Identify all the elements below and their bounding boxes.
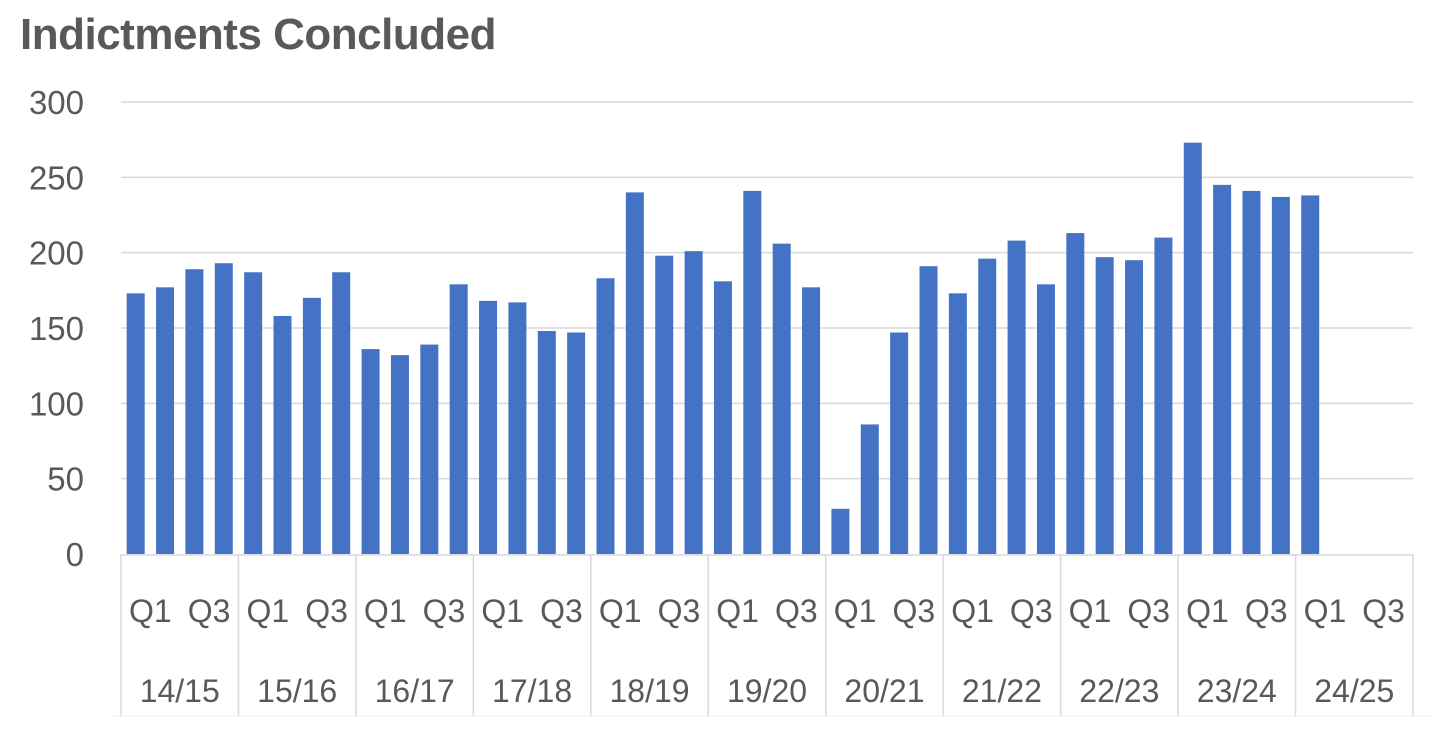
bar <box>420 344 439 554</box>
chart-title: Indictments Concluded <box>20 10 496 59</box>
y-axis-labels: 0 50 100 150 200 250 300 <box>29 84 84 573</box>
x-quarter-label: Q3 <box>658 593 701 629</box>
x-quarter-label: Q1 <box>1304 593 1347 629</box>
bar <box>361 349 380 554</box>
bar <box>978 258 997 554</box>
bar <box>1095 257 1114 554</box>
x-quarter-label: Q3 <box>305 593 348 629</box>
bar <box>1183 142 1202 554</box>
bar <box>1036 284 1055 554</box>
y-tick-label: 250 <box>29 159 84 196</box>
x-quarter-label: Q3 <box>1127 593 1170 629</box>
bar <box>860 424 879 554</box>
bar <box>802 287 821 554</box>
bar <box>684 251 703 554</box>
x-quarter-label: Q3 <box>423 593 466 629</box>
bar <box>479 300 498 554</box>
bar <box>1066 233 1085 554</box>
x-quarter-label: Q1 <box>1186 593 1229 629</box>
x-quarter-label: Q1 <box>129 593 172 629</box>
bar <box>390 355 409 554</box>
x-quarter-label: Q1 <box>599 593 642 629</box>
x-year-label: 15/16 <box>257 673 337 709</box>
x-quarter-label: Q1 <box>951 593 994 629</box>
x-quarter-label: Q1 <box>1069 593 1112 629</box>
x-year-label: 14/15 <box>140 673 220 709</box>
x-quarter-label: Q3 <box>1245 593 1288 629</box>
x-quarter-label: Q1 <box>716 593 759 629</box>
x-quarter-label: Q1 <box>364 593 407 629</box>
bar <box>1125 260 1144 554</box>
x-year-label: 19/20 <box>727 673 807 709</box>
x-year-label: 17/18 <box>492 673 572 709</box>
x-year-label: 23/24 <box>1197 673 1277 709</box>
bar-series <box>126 142 1320 555</box>
bar <box>743 190 762 555</box>
x-axis: Q1 Q3 14/15 Q1 Q3 15/16 Q1 Q3 16/17 Q1 Q3 17/18 Q1 Q3… <box>111 554 1430 717</box>
bar <box>449 284 468 554</box>
bar <box>537 331 556 554</box>
x-year-label: 18/19 <box>610 673 690 709</box>
x-year-label: 20/21 <box>844 673 924 709</box>
bar <box>567 332 586 554</box>
bar <box>244 272 263 554</box>
bar <box>185 269 204 554</box>
bar <box>948 293 967 554</box>
x-year-label: 22/23 <box>1079 673 1159 709</box>
x-quarter-label: Q1 <box>481 593 524 629</box>
bar <box>1271 196 1290 555</box>
bar <box>1213 184 1232 554</box>
bar <box>919 266 938 554</box>
y-tick-label: 50 <box>47 461 84 498</box>
x-quarter-label: Q1 <box>246 593 289 629</box>
bar <box>214 263 233 554</box>
bar <box>713 281 732 554</box>
x-quarter-label: Q3 <box>1010 593 1053 629</box>
bar <box>508 302 527 554</box>
y-tick-label: 100 <box>29 385 84 422</box>
bar <box>625 192 644 554</box>
x-year-label: 21/22 <box>962 673 1042 709</box>
x-year-label: 24/25 <box>1314 673 1394 709</box>
x-year-label: 16/17 <box>375 673 455 709</box>
x-quarter-label: Q3 <box>892 593 935 629</box>
bar <box>273 315 292 554</box>
bar <box>332 272 351 554</box>
bar <box>1007 240 1026 554</box>
bar <box>655 255 674 554</box>
y-tick-label: 300 <box>29 84 84 121</box>
x-quarter-label: Q3 <box>188 593 231 629</box>
x-quarter-label: Q1 <box>834 593 877 629</box>
bar <box>1154 237 1173 554</box>
y-tick-label: 150 <box>29 310 84 347</box>
bar <box>831 508 850 554</box>
x-quarter-label: Q3 <box>1362 593 1405 629</box>
bar <box>126 293 145 554</box>
bar <box>1301 195 1320 554</box>
y-tick-label: 200 <box>29 235 84 272</box>
y-tick-label: 0 <box>66 536 84 573</box>
bar <box>156 287 175 554</box>
bar <box>890 332 909 554</box>
x-quarter-label: Q3 <box>540 593 583 629</box>
bar <box>302 297 321 554</box>
x-quarter-label: Q3 <box>775 593 818 629</box>
bar <box>772 243 791 555</box>
bar <box>1242 190 1261 555</box>
bar <box>596 278 615 554</box>
